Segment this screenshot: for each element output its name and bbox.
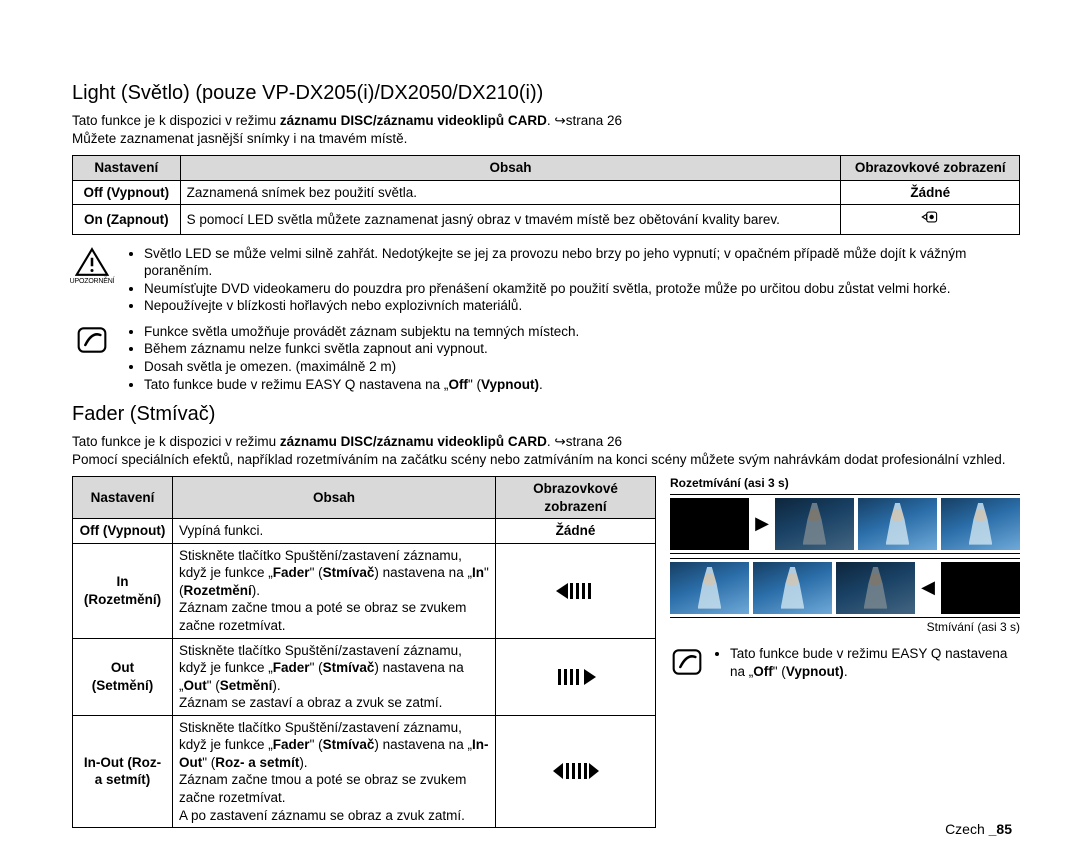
- light-th-setting: Nastavení: [73, 156, 181, 181]
- light-on-icon: [841, 205, 1020, 235]
- list-item: Dosah světla je omezen. (maximálně 2 m): [144, 358, 579, 376]
- table-row: Off (Vypnout) Vypíná funkci. Žádné: [73, 519, 656, 544]
- table-row: On (Zapnout) S pomocí LED světla můžete …: [73, 205, 1020, 235]
- list-item: Během záznamu nelze funkci světla zapnou…: [144, 340, 579, 358]
- list-item: Neumísťujte DVD videokameru do pouzdra p…: [144, 280, 1020, 298]
- fade-in-icon: [496, 543, 656, 638]
- fader-intro: Tato funkce je k dispozici v režimu zázn…: [72, 433, 1020, 468]
- fader-th-display: Obrazovkové zobrazení: [496, 477, 656, 519]
- fade-out-icon: [496, 638, 656, 715]
- light-intro: Tato funkce je k dispozici v režimu zázn…: [72, 112, 1020, 147]
- list-item: Tato funkce bude v režimu EASY Q nastave…: [730, 645, 1020, 680]
- list-item: Funkce světla umožňuje provádět záznam s…: [144, 323, 579, 341]
- fader-side-note: Tato funkce bude v režimu EASY Q nastave…: [670, 645, 1020, 680]
- note-icon: [670, 645, 704, 680]
- fade-out-strip: ◀: [670, 558, 1020, 618]
- fader-th-setting: Nastavení: [73, 477, 173, 519]
- light-th-desc: Obsah: [180, 156, 841, 181]
- fade-inout-icon: [496, 715, 656, 827]
- note-icon: [72, 323, 112, 393]
- list-item: Světlo LED se může velmi silně zahřát. N…: [144, 245, 1020, 280]
- page-footer: Czech _85: [945, 820, 1012, 838]
- list-item: Nepoužívejte v blízkosti hořlavých nebo …: [144, 297, 1020, 315]
- list-item: Tato funkce bude v režimu EASY Q nastave…: [144, 376, 579, 394]
- fader-th-desc: Obsah: [173, 477, 496, 519]
- light-notes: Funkce světla umožňuje provádět záznam s…: [72, 323, 1020, 393]
- light-table: Nastavení Obsah Obrazovkové zobrazení Of…: [72, 155, 1020, 235]
- fade-in-strip: ▶: [670, 494, 1020, 554]
- table-row: Out (Setmění) Stiskněte tlačítko Spuštěn…: [73, 638, 656, 715]
- warning-icon: UPOZORNĚNÍ: [72, 245, 112, 315]
- light-section: Light (Světlo) (pouze VP-DX205(i)/DX2050…: [72, 80, 1020, 393]
- fader-section: Fader (Stmívač) Tato funkce je k dispozi…: [72, 401, 1020, 838]
- fader-diagram: Rozetmívání (asi 3 s) ▶ ◀ Stmívání (asi …: [670, 476, 1020, 680]
- table-row: Off (Vypnout) Zaznamená snímek bez použi…: [73, 180, 1020, 205]
- light-th-display: Obrazovkové zobrazení: [841, 156, 1020, 181]
- light-title: Light (Světlo) (pouze VP-DX205(i)/DX2050…: [72, 80, 1020, 106]
- table-row: In (Rozetmění) Stiskněte tlačítko Spuště…: [73, 543, 656, 638]
- table-row: In-Out (Roz- a setmít) Stiskněte tlačítk…: [73, 715, 656, 827]
- light-warning: UPOZORNĚNÍ Světlo LED se může velmi siln…: [72, 245, 1020, 315]
- fader-table: Nastavení Obsah Obrazovkové zobrazení Of…: [72, 476, 656, 828]
- fader-title: Fader (Stmívač): [72, 401, 1020, 427]
